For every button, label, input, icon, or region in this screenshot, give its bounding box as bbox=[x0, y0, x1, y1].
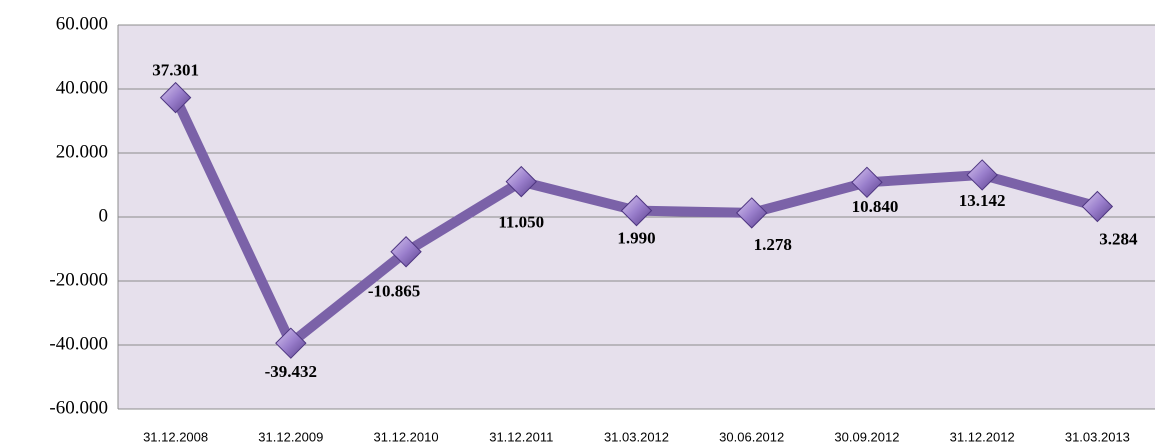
data-label: 10.840 bbox=[852, 197, 899, 216]
x-tick-label: 31.12.2011 bbox=[489, 429, 553, 444]
x-tick-label: 30.09.2012 bbox=[834, 429, 899, 444]
marker bbox=[390, 236, 422, 268]
y-tick-label: 60.000 bbox=[56, 13, 108, 34]
y-tick-label: 40.000 bbox=[56, 77, 108, 98]
data-label: 1.990 bbox=[617, 229, 655, 248]
y-tick-label: 0 bbox=[99, 205, 109, 226]
x-tick-label: 31.12.2012 bbox=[950, 429, 1015, 444]
data-label: 11.050 bbox=[498, 213, 544, 232]
x-tick-label: 31.12.2009 bbox=[258, 429, 323, 444]
y-tick-label: 20.000 bbox=[56, 141, 108, 162]
x-tick-label: 31.03.2013 bbox=[1065, 429, 1130, 444]
x-tick-label: 30.06.2012 bbox=[719, 429, 784, 444]
y-tick-label: -60.000 bbox=[49, 397, 108, 418]
x-tick-label: 31.12.2010 bbox=[374, 429, 439, 444]
x-tick-label: 31.03.2012 bbox=[604, 429, 669, 444]
data-label: -39.432 bbox=[265, 362, 317, 381]
marker bbox=[851, 166, 883, 199]
marker bbox=[275, 327, 307, 359]
data-label: 1.278 bbox=[754, 235, 792, 254]
marker bbox=[505, 165, 537, 198]
x-tick-label: 31.12.2008 bbox=[143, 429, 208, 444]
data-label: 3.284 bbox=[1099, 229, 1138, 248]
marker bbox=[736, 197, 768, 229]
marker bbox=[620, 194, 653, 227]
marker bbox=[1081, 190, 1114, 223]
marker bbox=[159, 81, 192, 114]
y-tick-label: -40.000 bbox=[49, 333, 108, 354]
data-label: 37.301 bbox=[152, 61, 199, 80]
marker bbox=[966, 159, 998, 191]
data-label: -10.865 bbox=[368, 282, 420, 301]
y-tick-label: -20.000 bbox=[49, 269, 108, 290]
data-label: 13.142 bbox=[959, 191, 1006, 210]
